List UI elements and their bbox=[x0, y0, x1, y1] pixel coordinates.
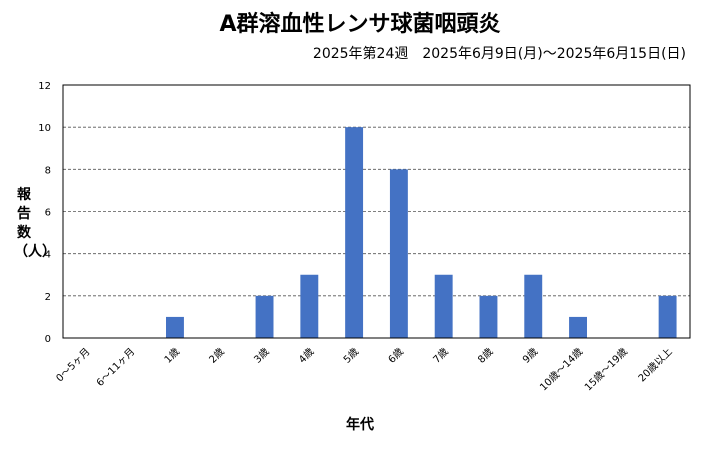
x-tick-label: 9歳 bbox=[520, 346, 540, 366]
x-tick-label: 0～5ヶ月 bbox=[54, 346, 93, 385]
bar bbox=[345, 127, 364, 339]
y-tick-label: 12 bbox=[38, 81, 51, 92]
bar bbox=[524, 274, 543, 338]
bar bbox=[255, 295, 274, 338]
y-tick-label: 10 bbox=[38, 123, 51, 134]
bar bbox=[569, 316, 587, 338]
bar bbox=[300, 274, 319, 338]
x-tick-label: 3歳 bbox=[252, 346, 272, 366]
chart-title: A群溶血性レンサ球菌咽頭炎 bbox=[219, 12, 501, 37]
x-axis-label: 年代 bbox=[346, 417, 374, 433]
x-tick-label: 15歳～19歳 bbox=[582, 346, 630, 394]
x-tick-label: 4歳 bbox=[296, 346, 316, 366]
x-tick-label: 6～11ヶ月 bbox=[94, 346, 137, 389]
y-tick-label: 0 bbox=[45, 334, 51, 345]
y-tick-label: 2 bbox=[45, 292, 51, 303]
x-tick-label: 10歳～14歳 bbox=[537, 346, 585, 394]
bar bbox=[658, 295, 677, 338]
bar bbox=[434, 274, 453, 338]
plot-frame bbox=[62, 84, 691, 339]
x-tick-label: 20歳以上 bbox=[636, 346, 675, 385]
x-tick-label: 1歳 bbox=[162, 346, 182, 366]
x-tick-label: 2歳 bbox=[207, 346, 227, 366]
chart-subtitle: 2025年第24週 2025年6月9日(月)～2025年6月15日(日) bbox=[312, 46, 686, 62]
x-tick-label: 5歳 bbox=[341, 346, 361, 366]
bar bbox=[166, 316, 184, 338]
y-tick-label: 8 bbox=[45, 165, 51, 176]
x-tick-label: 6歳 bbox=[386, 346, 406, 366]
x-tick-label: 7歳 bbox=[431, 346, 451, 366]
y-tick-label: 4 bbox=[45, 250, 51, 261]
y-tick-label: 6 bbox=[45, 208, 51, 219]
bar bbox=[389, 169, 408, 338]
bar bbox=[479, 295, 498, 338]
x-tick-label: 8歳 bbox=[476, 346, 496, 366]
